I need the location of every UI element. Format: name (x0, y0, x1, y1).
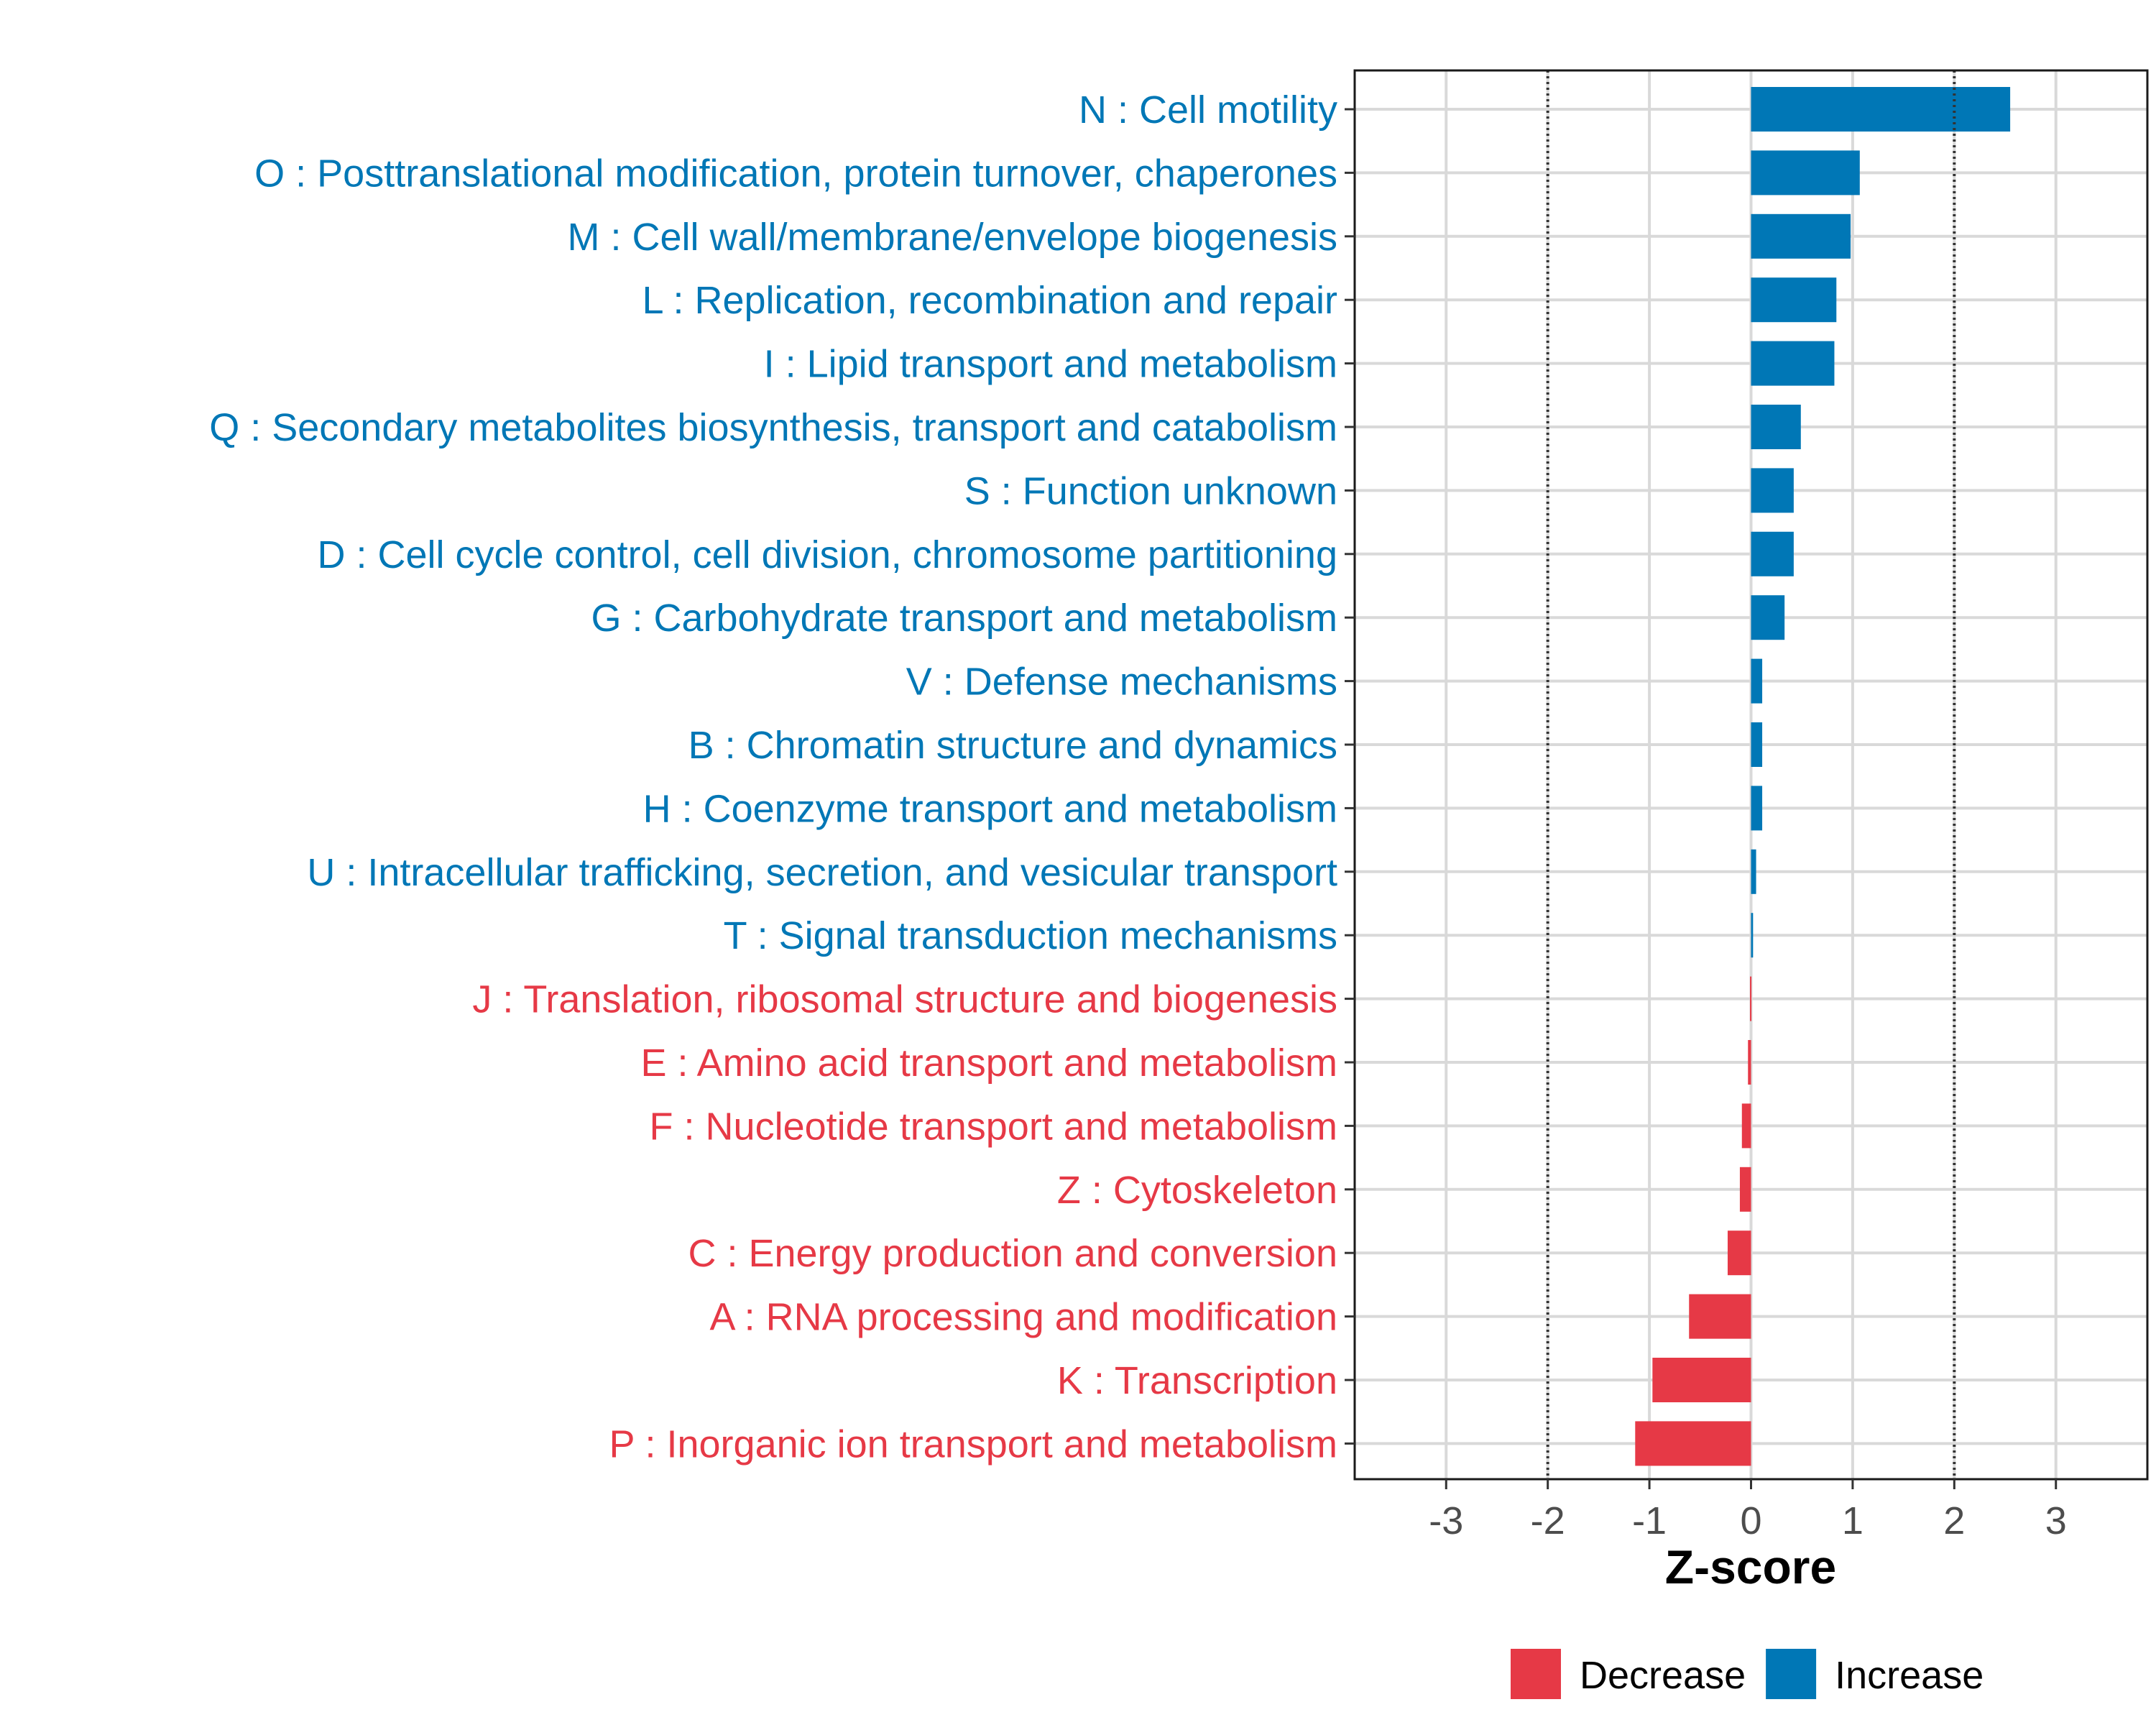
x-axis-ticks: -3 -2 -1 0 1 2 3 (1429, 1479, 2067, 1542)
bar (1635, 1421, 1751, 1466)
x-tick-label: 0 (1740, 1499, 1761, 1542)
y-tick-label: V : Defense mechanisms (906, 661, 1337, 704)
y-tick-label: Q : Secondary metabolites biosynthesis, … (209, 406, 1337, 449)
legend-swatch (1511, 1649, 1561, 1699)
y-tick-label: E : Amino acid transport and metabolism (641, 1041, 1337, 1085)
bar (1689, 1294, 1751, 1339)
y-tick-label: S : Function unknown (964, 469, 1337, 512)
bar (1751, 213, 1851, 259)
legend-label: Increase (1835, 1654, 1984, 1697)
bar (1739, 1167, 1751, 1212)
y-axis-labels: N : Cell motility O : Posttranslational m… (209, 88, 1337, 1466)
x-tick-label: 1 (1842, 1499, 1864, 1542)
y-tick-label: G : Carbohydrate transport and metabolis… (591, 597, 1338, 640)
x-tick-label: -3 (1429, 1499, 1463, 1542)
y-tick-label: P : Inorganic ion transport and metaboli… (609, 1422, 1337, 1466)
y-tick-label: T : Signal transduction mechanisms (724, 914, 1337, 957)
bar (1741, 1103, 1751, 1149)
bar (1751, 87, 2011, 132)
y-tick-label: J : Translation, ribosomal structure and… (472, 978, 1337, 1021)
x-axis-title: Z-score (1665, 1540, 1836, 1593)
bar (1727, 1230, 1751, 1276)
bar (1652, 1358, 1751, 1402)
y-tick-label: O : Posttranslational modification, prot… (254, 152, 1337, 195)
y-tick-label: N : Cell motility (1079, 88, 1337, 132)
x-tick-label: -2 (1531, 1499, 1565, 1542)
bar (1751, 658, 1763, 704)
y-axis-ticks (1345, 108, 1355, 1445)
y-tick-label: H : Coenzyme transport and metabolism (643, 787, 1337, 830)
bar (1751, 849, 1756, 894)
bar (1751, 405, 1801, 449)
bar (1751, 468, 1794, 513)
y-tick-label: D : Cell cycle control, cell division, c… (317, 533, 1337, 576)
y-tick-label: F : Nucleotide transport and metabolism (650, 1105, 1337, 1148)
y-tick-label: C : Energy production and conversion (688, 1232, 1337, 1275)
bar (1751, 913, 1754, 958)
y-tick-label: M : Cell wall/membrane/envelope biogenes… (567, 216, 1337, 259)
bars (1635, 87, 2011, 1466)
reference-lines (1546, 70, 1956, 1479)
bar (1751, 786, 1763, 831)
legend-label: Decrease (1580, 1654, 1746, 1697)
y-tick-label: Z : Cytoskeleton (1057, 1169, 1337, 1212)
bar (1750, 976, 1752, 1021)
bar (1751, 531, 1794, 576)
bar (1751, 722, 1763, 767)
y-tick-label: A : RNA processing and modification (710, 1296, 1337, 1339)
legend: Decrease Increase (1511, 1649, 1984, 1699)
y-tick-label: B : Chromatin structure and dynamics (688, 724, 1337, 767)
x-tick-label: 3 (2045, 1499, 2067, 1542)
bar (1751, 277, 1837, 323)
y-tick-label: K : Transcription (1057, 1359, 1337, 1402)
legend-swatch (1766, 1649, 1817, 1699)
x-tick-label: 2 (1943, 1499, 1965, 1542)
y-tick-label: I : Lipid transport and metabolism (764, 343, 1337, 386)
bar (1751, 341, 1835, 386)
y-tick-label: U : Intracellular trafficking, secretion… (307, 851, 1337, 894)
y-tick-label: L : Replication, recombination and repai… (642, 279, 1337, 322)
bar (1751, 595, 1785, 640)
bar (1751, 150, 1860, 196)
x-tick-label: -1 (1632, 1499, 1667, 1542)
bar (1748, 1040, 1751, 1085)
